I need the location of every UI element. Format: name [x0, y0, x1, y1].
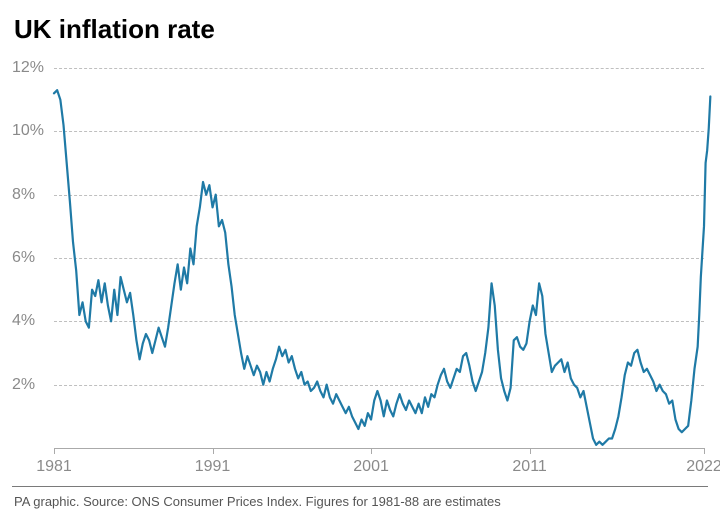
y-axis-label: 2%	[12, 376, 35, 394]
y-axis-label: 12%	[12, 59, 44, 77]
chart-container: { "title": "UK inflation rate", "title_f…	[0, 0, 720, 516]
x-tick	[530, 448, 531, 454]
y-axis-label: 6%	[12, 249, 35, 267]
y-axis-label: 8%	[12, 186, 35, 204]
chart-footer: PA graphic. Source: ONS Consumer Prices …	[14, 494, 501, 509]
chart-title: UK inflation rate	[14, 14, 215, 45]
x-axis-label: 1981	[36, 458, 72, 476]
x-axis-label: 1991	[195, 458, 231, 476]
x-axis-label: 2001	[353, 458, 389, 476]
x-tick	[213, 448, 214, 454]
x-axis-label: 2022	[686, 458, 720, 476]
footer-rule	[12, 486, 708, 487]
y-axis-label: 4%	[12, 312, 35, 330]
y-axis-label: 10%	[12, 122, 44, 140]
x-tick	[54, 448, 55, 454]
x-axis-label: 2011	[512, 458, 546, 476]
line-series	[54, 68, 704, 448]
x-tick	[371, 448, 372, 454]
plot-area: 2%4%6%8%10%12%19811991200120112022	[54, 68, 704, 448]
x-tick	[704, 448, 705, 454]
x-axis	[54, 448, 704, 449]
